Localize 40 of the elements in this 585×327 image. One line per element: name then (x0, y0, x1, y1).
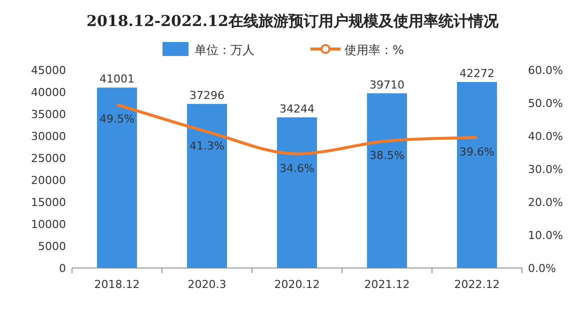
data-label: 34244 (280, 102, 314, 116)
y-tick-label: 35000 (31, 108, 66, 121)
data-label: 34.6% (280, 162, 314, 175)
data-label: 41.3% (190, 140, 224, 153)
y2-tick-label: 60.0% (528, 64, 563, 77)
data-label: 42272 (460, 67, 494, 80)
y-tick-label: 10000 (31, 218, 66, 231)
bar (457, 82, 497, 268)
data-label: 39710 (370, 78, 404, 92)
y-tick-label: 20000 (31, 174, 66, 187)
y-tick-label: 5000 (38, 240, 66, 253)
x-tick-label: 2020.3 (188, 278, 226, 291)
y2-tick-label: 30.0% (528, 163, 563, 176)
y-tick-label: 25000 (31, 152, 66, 165)
x-tick-label: 2020.12 (274, 278, 320, 291)
bar (367, 93, 407, 268)
y-tick-label: 0 (59, 262, 66, 275)
x-tick-label: 2022.12 (454, 278, 500, 291)
bar (97, 88, 137, 268)
y-tick-label: 40000 (31, 86, 66, 99)
legend-label: 单位：万人 (194, 43, 254, 57)
y-tick-label: 15000 (31, 196, 66, 209)
y2-tick-label: 40.0% (528, 130, 563, 143)
data-label: 39.6% (460, 145, 494, 158)
y2-tick-label: 50.0% (528, 97, 563, 110)
y2-tick-label: 20.0% (528, 196, 563, 209)
data-label: 38.5% (370, 148, 404, 162)
bar (187, 104, 227, 268)
y2-tick-label: 10.0% (528, 229, 563, 242)
data-label: 49.5% (100, 112, 134, 126)
bar (277, 117, 317, 268)
data-label: 37296 (190, 88, 224, 102)
x-tick-label: 2018.12 (94, 278, 140, 291)
y-tick-label: 30000 (31, 130, 66, 143)
legend-label: 使用率：% (344, 43, 404, 57)
chart-title: 2018.12-2022.12在线旅游预订用户规模及使用率统计情况 (86, 12, 500, 30)
x-tick-label: 2021.12 (364, 278, 410, 291)
data-label: 41001 (100, 72, 134, 86)
y2-tick-label: 0.0% (528, 262, 556, 275)
y-tick-label: 45000 (31, 64, 66, 77)
